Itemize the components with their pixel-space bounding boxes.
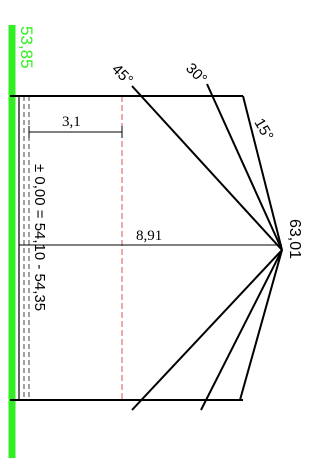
angle-line-15-lower: [239, 249, 283, 401]
green-elevation-label: 53,85: [17, 26, 36, 69]
angle-line-45-upper: [131, 85, 283, 251]
dim-long-label: 8,91: [136, 228, 162, 244]
angle-line-30-upper: [206, 83, 283, 251]
angle-line-15-upper: [242, 95, 283, 251]
apex-elevation-label: 63,01: [286, 219, 303, 259]
angle-line-30-lower: [200, 249, 283, 411]
angle-45-label: 45°: [108, 61, 136, 89]
zero-level-label: ± 0,00 = 54,10 - 54,35: [31, 164, 48, 311]
angle-30-label: 30°: [182, 60, 210, 88]
dim-short-label: 3,1: [62, 114, 81, 130]
angle-line-45-lower: [131, 249, 283, 411]
